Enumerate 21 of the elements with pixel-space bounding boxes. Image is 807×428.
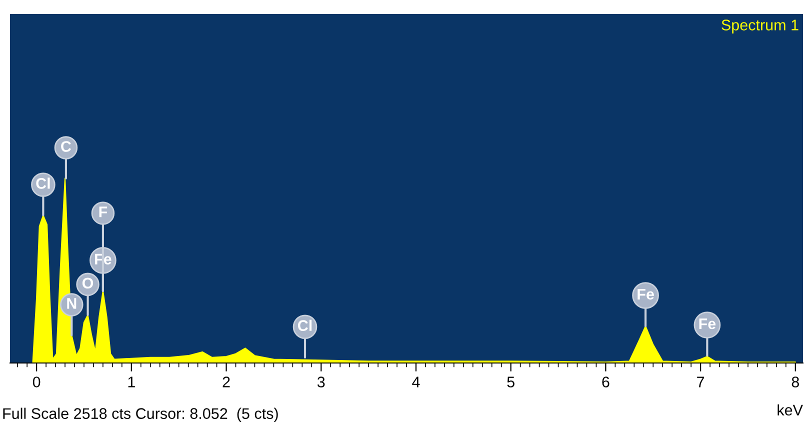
x-axis-title: keV bbox=[778, 404, 803, 416]
annotation: F bbox=[99, 206, 108, 218]
annotation: C bbox=[61, 141, 72, 152]
x-tick-label: 1 bbox=[128, 376, 135, 388]
x-tick-label: 6 bbox=[602, 376, 610, 388]
x-tick-label: 8 bbox=[792, 376, 799, 388]
annotation: Cl bbox=[298, 320, 312, 332]
annotation: Cl bbox=[36, 178, 50, 189]
text: Full Scale 2518 cts Cursor: 8.052 (5 cts) bbox=[3, 408, 278, 422]
annotation: Fe bbox=[95, 254, 112, 265]
annotation: N bbox=[67, 298, 76, 309]
x-tick-label: 2 bbox=[222, 376, 230, 388]
x-tick-label: 7 bbox=[697, 376, 704, 388]
x-tick-label: 4 bbox=[412, 376, 420, 388]
x-tick-label: 0 bbox=[32, 376, 40, 388]
x-tick-label: 5 bbox=[507, 376, 514, 388]
annotation: Fe bbox=[638, 288, 654, 300]
annotation: O bbox=[82, 278, 94, 289]
x-tick-label: 3 bbox=[317, 376, 325, 388]
text: Spectrum 1 bbox=[722, 20, 798, 34]
annotation: Fe bbox=[699, 318, 716, 330]
